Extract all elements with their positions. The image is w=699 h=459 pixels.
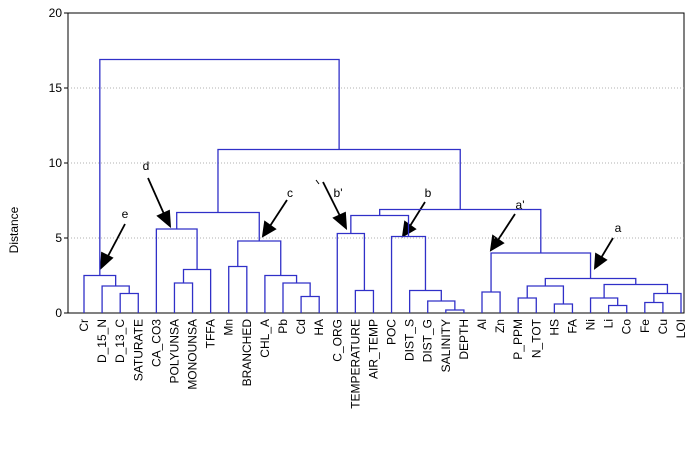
leaf-label: Cd (294, 319, 308, 334)
leaf-label: DIST_S (403, 319, 417, 361)
dendrogram-link (607, 304, 628, 313)
dendrogram-link (182, 268, 212, 313)
dendrogram-link (553, 303, 574, 313)
leaf-label: D_15_N (95, 319, 109, 363)
leaf-label: Al (475, 319, 489, 330)
annotation: d (143, 159, 150, 173)
dendrogram-link (83, 274, 117, 313)
leaf-label: N_TOT (529, 318, 543, 358)
leaf-label: DIST_G (421, 319, 435, 362)
leaf-label: SATURATE (131, 319, 145, 381)
annotation-arrows (99, 177, 614, 271)
annotation: a' (516, 198, 525, 212)
leaf-label: MONOUNSA (186, 319, 200, 390)
dendrogram-link (653, 292, 682, 313)
dendrogram-link (264, 274, 298, 313)
dendrogram-link (354, 289, 375, 313)
leaf-label: TEMPERATURE (348, 319, 362, 409)
leaf-label: POLYUNSA (167, 319, 181, 383)
annotation: c (287, 186, 293, 200)
leaf-label: TFFA (204, 319, 218, 348)
leaf-label: D_13_C (113, 319, 127, 363)
leaf-label: C_ORG (330, 319, 344, 362)
leaf-label: FA (565, 319, 579, 334)
leaf-label: Ni (584, 319, 598, 330)
dendrogram-link (603, 283, 669, 298)
y-tick-label: 20 (49, 6, 63, 20)
dendrogram-link (336, 232, 366, 313)
leaf-label: CHL_A (258, 319, 272, 358)
leaf-label: Cu (656, 319, 670, 334)
leaf-label: HA (312, 319, 326, 336)
dendrogram-link (176, 211, 260, 241)
plot-frame (67, 12, 685, 314)
leaf-label: AIR_TEMP (366, 319, 380, 379)
dendrogram-link (282, 282, 311, 313)
leaf-label: BRANCHED (240, 319, 254, 387)
leaf-label: P_PPM (511, 319, 525, 360)
dendrogram-link (644, 301, 664, 313)
leaf-label: LOI (674, 319, 688, 338)
dendrogram-link (173, 282, 194, 313)
dendrogram-link (526, 285, 565, 304)
dendrogram-link (155, 228, 198, 313)
dendrogram-link (408, 289, 442, 313)
dendrogram-link (390, 235, 427, 313)
leaf-label: Li (602, 319, 616, 328)
dendrogram-link (119, 292, 139, 313)
y-tick-label: 15 (49, 81, 63, 95)
y-tick-label: 10 (49, 156, 63, 170)
leaf-label: Cr (77, 319, 91, 332)
dendrogram-link (517, 297, 537, 313)
dendrogram-link (99, 58, 340, 276)
dendrogram-link (101, 285, 130, 313)
leaf-label: HS (547, 319, 561, 336)
leaf-label: Fe (638, 319, 652, 333)
leaf-label: CA_CO3 (149, 319, 163, 367)
leaf-label: Co (620, 319, 634, 335)
dendrogram-link (228, 265, 248, 313)
y-tick-label: 5 (55, 231, 62, 245)
leaf-label: DEPTH (457, 319, 471, 360)
dendrogram-link (481, 291, 501, 313)
annotation: e (122, 207, 129, 221)
annotation: b (425, 186, 432, 200)
dendrogram-link (300, 295, 320, 313)
annotation: b' (334, 186, 343, 200)
leaf-label: Mn (222, 319, 236, 336)
leaf-label: POC (385, 319, 399, 345)
dendrogram-link (237, 240, 282, 276)
y-axis-label: Distance (7, 206, 21, 253)
leaf-label: Pb (276, 319, 290, 334)
dendrogram-link (427, 300, 456, 313)
y-tick-label: 0 (55, 306, 62, 320)
annotation: a (615, 221, 622, 235)
leaf-label: Zn (493, 319, 507, 333)
leaf-label: SALINITY (439, 319, 453, 372)
